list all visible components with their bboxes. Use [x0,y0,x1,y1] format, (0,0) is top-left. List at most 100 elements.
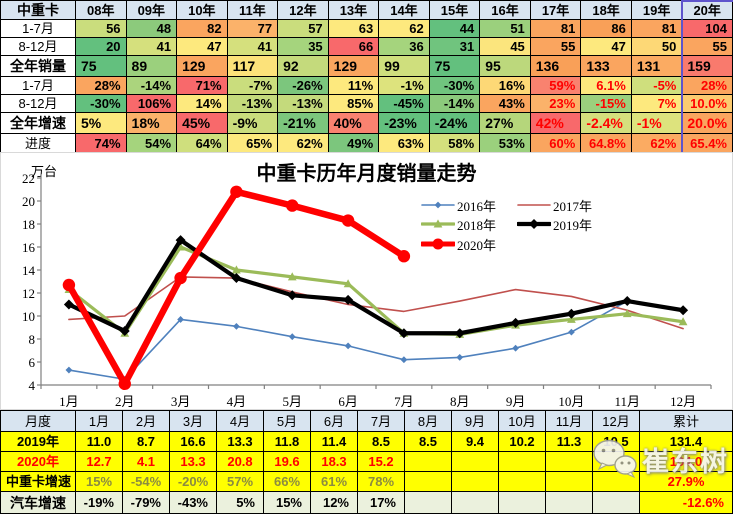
data-cell[interactable]: 106% [125,94,178,113]
data-cell[interactable] [451,491,499,514]
data-cell[interactable]: 20 [75,37,127,56]
data-cell[interactable]: 117 [226,55,279,77]
data-cell[interactable] [404,471,452,492]
data-cell[interactable]: 9.4 [451,431,499,452]
data-cell[interactable]: 28% [75,76,127,95]
row-label-cell[interactable]: 进度 [0,133,76,153]
data-cell[interactable]: 55 [529,37,582,56]
data-cell[interactable]: 17% [357,491,405,514]
year-header-cell[interactable]: 18年 [580,0,632,20]
data-cell[interactable]: 15.2 [357,451,405,472]
data-cell[interactable]: 62 [378,19,430,38]
row-label-cell[interactable]: 全年销量 [0,55,76,77]
data-cell[interactable]: 11% [327,76,380,95]
data-cell[interactable]: -20% [169,471,217,492]
data-cell[interactable]: 71% [176,76,228,95]
data-cell[interactable]: -21% [277,112,329,134]
year-header-cell[interactable]: 09年 [125,0,178,20]
data-cell[interactable] [592,491,640,514]
data-cell[interactable]: -2.4% [580,112,632,134]
data-cell[interactable]: 6.1% [580,76,632,95]
data-cell[interactable]: 82 [176,19,228,38]
month-header-cell[interactable]: 5月 [263,410,311,432]
data-cell[interactable] [451,471,499,492]
data-cell[interactable]: 50 [630,37,683,56]
year-header-cell[interactable]: 08年 [75,0,127,20]
data-cell[interactable]: 18% [125,112,178,134]
data-cell[interactable]: 57% [216,471,264,492]
row-label-cell[interactable]: 8-12月 [0,94,76,113]
data-cell[interactable]: 5% [75,112,127,134]
data-cell[interactable]: 15% [75,471,123,492]
data-cell[interactable]: 64.8% [580,133,632,153]
data-cell[interactable]: -13% [226,94,279,113]
data-cell[interactable]: 7% [630,94,683,113]
data-cell[interactable]: 23% [529,94,582,113]
data-cell[interactable]: 63% [378,133,430,153]
data-cell[interactable]: 18.3 [310,451,358,472]
data-cell[interactable] [498,491,546,514]
data-cell[interactable]: 14% [176,94,228,113]
data-cell[interactable]: -24% [428,112,481,134]
data-cell[interactable]: -30% [428,76,481,95]
row-label-cell[interactable]: 1-7月 [0,76,76,95]
data-cell[interactable]: -7% [226,76,279,95]
data-cell[interactable]: 20.0% [681,112,733,134]
month-header-cell[interactable]: 2月 [122,410,170,432]
month-header-cell[interactable]: 累计 [639,410,733,432]
month-header-cell[interactable]: 1月 [75,410,123,432]
data-cell[interactable]: 58% [428,133,481,153]
data-cell[interactable]: 35 [277,37,329,56]
data-cell[interactable]: 159 [681,55,733,77]
data-cell[interactable]: 57 [277,19,329,38]
month-header-cell[interactable]: 7月 [357,410,405,432]
data-cell[interactable]: 13.3 [169,451,217,472]
data-cell[interactable] [451,451,499,472]
data-cell[interactable]: 31 [428,37,481,56]
data-cell[interactable]: 15% [263,491,311,514]
year-header-cell[interactable]: 12年 [277,0,329,20]
data-cell[interactable]: 11.8 [263,431,311,452]
row-label-cell[interactable]: 2019年 [0,431,76,452]
data-cell[interactable] [545,451,593,472]
data-cell[interactable]: 77 [226,19,279,38]
row-label-cell[interactable]: 1-7月 [0,19,76,38]
data-cell[interactable]: -14% [125,76,178,95]
data-cell[interactable]: 12.7 [75,451,123,472]
data-cell[interactable]: 62% [630,133,683,153]
data-cell[interactable]: 53% [479,133,531,153]
data-cell[interactable]: -9% [226,112,279,134]
month-header-cell[interactable]: 12月 [592,410,640,432]
data-cell[interactable]: 16% [479,76,531,95]
data-cell[interactable]: 104.0 [639,451,733,472]
data-cell[interactable]: 89 [125,55,178,77]
data-cell[interactable]: 131 [630,55,683,77]
data-cell[interactable]: 20.8 [216,451,264,472]
data-cell[interactable]: 19.6 [263,451,311,472]
data-cell[interactable]: 66% [263,471,311,492]
month-header-cell[interactable]: 4月 [216,410,264,432]
data-cell[interactable]: 99 [378,55,430,77]
data-cell[interactable]: 129 [176,55,228,77]
data-cell[interactable]: 44 [428,19,481,38]
data-cell[interactable]: -1% [630,112,683,134]
data-cell[interactable]: -30% [75,94,127,113]
data-cell[interactable]: 4.1 [122,451,170,472]
data-cell[interactable]: 27.9% [639,471,733,492]
data-cell[interactable]: 62% [277,133,329,153]
data-cell[interactable]: 8.7 [122,431,170,452]
data-cell[interactable] [498,451,546,472]
data-cell[interactable]: 40% [327,112,380,134]
data-cell[interactable]: -19% [75,491,123,514]
row-label-cell[interactable]: 汽车增速 [0,491,76,514]
data-cell[interactable]: 11.4 [310,431,358,452]
row-label-cell[interactable]: 8-12月 [0,37,76,56]
month-header-cell[interactable]: 10月 [498,410,546,432]
row-label-cell[interactable]: 全年增速 [0,112,76,134]
data-cell[interactable]: 48 [125,19,178,38]
data-cell[interactable]: -54% [122,471,170,492]
year-header-cell[interactable]: 20年 [681,0,733,20]
data-cell[interactable]: -26% [277,76,329,95]
data-cell[interactable]: 8.5 [404,431,452,452]
data-cell[interactable]: 95 [479,55,531,77]
